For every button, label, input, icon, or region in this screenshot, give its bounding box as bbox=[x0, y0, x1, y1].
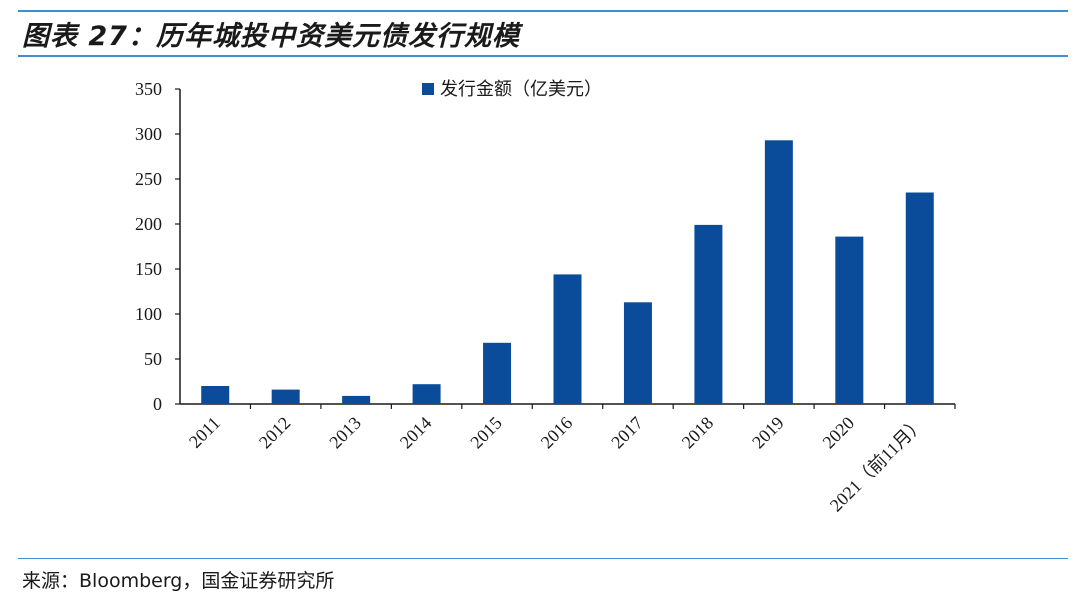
y-tick-label: 200 bbox=[135, 214, 162, 234]
bar-2018 bbox=[694, 224, 723, 404]
bar-2013 bbox=[342, 395, 371, 404]
x-tick-label: 2018 bbox=[678, 413, 718, 453]
y-tick-label: 350 bbox=[135, 79, 162, 99]
bar-2014 bbox=[412, 384, 441, 404]
bar-2016 bbox=[553, 274, 582, 404]
bar-2015 bbox=[483, 342, 512, 404]
x-tick-label: 2015 bbox=[466, 413, 506, 453]
legend-swatch bbox=[422, 83, 434, 95]
top-rule bbox=[18, 10, 1068, 12]
x-tick-label: 2013 bbox=[325, 413, 365, 453]
legend-label: 发行金额（亿美元） bbox=[440, 79, 602, 100]
bar-2017 bbox=[623, 302, 652, 404]
y-tick-label: 0 bbox=[153, 394, 162, 414]
x-tick-label: 2019 bbox=[748, 413, 788, 453]
x-tick-label: 2014 bbox=[396, 413, 436, 453]
x-tick-label: 2020 bbox=[819, 413, 859, 453]
y-tick-label: 150 bbox=[135, 259, 162, 279]
x-tick-label: 2011 bbox=[185, 413, 224, 452]
bar-2012 bbox=[271, 389, 300, 404]
bar-2021（前11月） bbox=[905, 192, 934, 404]
bar-2019 bbox=[764, 140, 793, 405]
x-tick-label: 2017 bbox=[607, 413, 647, 453]
y-tick-label: 300 bbox=[135, 124, 162, 144]
y-tick-label: 50 bbox=[144, 349, 162, 369]
chart-title: 图表 27：历年城投中资美元债发行规模 bbox=[22, 21, 520, 52]
bar-2011 bbox=[201, 386, 230, 404]
title-underline bbox=[18, 55, 1068, 57]
x-tick-label: 2016 bbox=[537, 413, 577, 453]
x-tick-label: 2012 bbox=[255, 413, 295, 453]
y-tick-label: 250 bbox=[135, 169, 162, 189]
bar-chart: 0 50 100 150 200 250 300 350 2011 2012 2013 2014 201… bbox=[135, 79, 956, 515]
source-note: 来源：Bloomberg，国金证券研究所 bbox=[22, 570, 335, 592]
footer-rule bbox=[18, 558, 1068, 559]
y-tick-label: 100 bbox=[135, 304, 162, 324]
bar-2020 bbox=[835, 236, 864, 404]
